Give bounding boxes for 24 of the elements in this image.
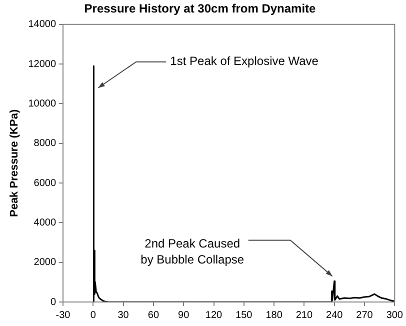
x-tick-label: 300 (386, 310, 404, 321)
y-tick-label: 10000 (28, 98, 56, 110)
x-tick-label: 90 (178, 310, 190, 321)
x-tick-label: 60 (148, 310, 160, 321)
y-tick-label: 2000 (34, 257, 56, 268)
x-tick-label: 270 (356, 310, 374, 321)
y-tick-label: 4000 (34, 217, 56, 228)
y-tick-label: 0 (50, 296, 56, 308)
y-tick-label: 14000 (28, 19, 56, 30)
x-tick-label: 240 (326, 310, 344, 321)
x-tick-label: 210 (296, 310, 313, 321)
annotation: 1st Peak of Explosive Wave (170, 54, 319, 68)
y-tick-label: 12000 (28, 58, 56, 70)
x-tick-label: -30 (56, 310, 71, 321)
y-tick-label: 8000 (34, 138, 56, 150)
x-tick-label: 30 (118, 310, 130, 321)
chart-title: Pressure History at 30cm from Dynamite (84, 2, 316, 16)
x-tick-label: 180 (266, 310, 283, 321)
x-tick-label: 150 (236, 310, 253, 321)
y-tick-label: 6000 (34, 178, 56, 189)
annotation: 2nd Peak Caused by Bubble Collapse (140, 236, 244, 267)
x-tick-label: 0 (90, 310, 96, 321)
y-axis-title: Peak Pressure (KPa) (8, 109, 21, 218)
x-tick-label: 120 (205, 310, 223, 321)
